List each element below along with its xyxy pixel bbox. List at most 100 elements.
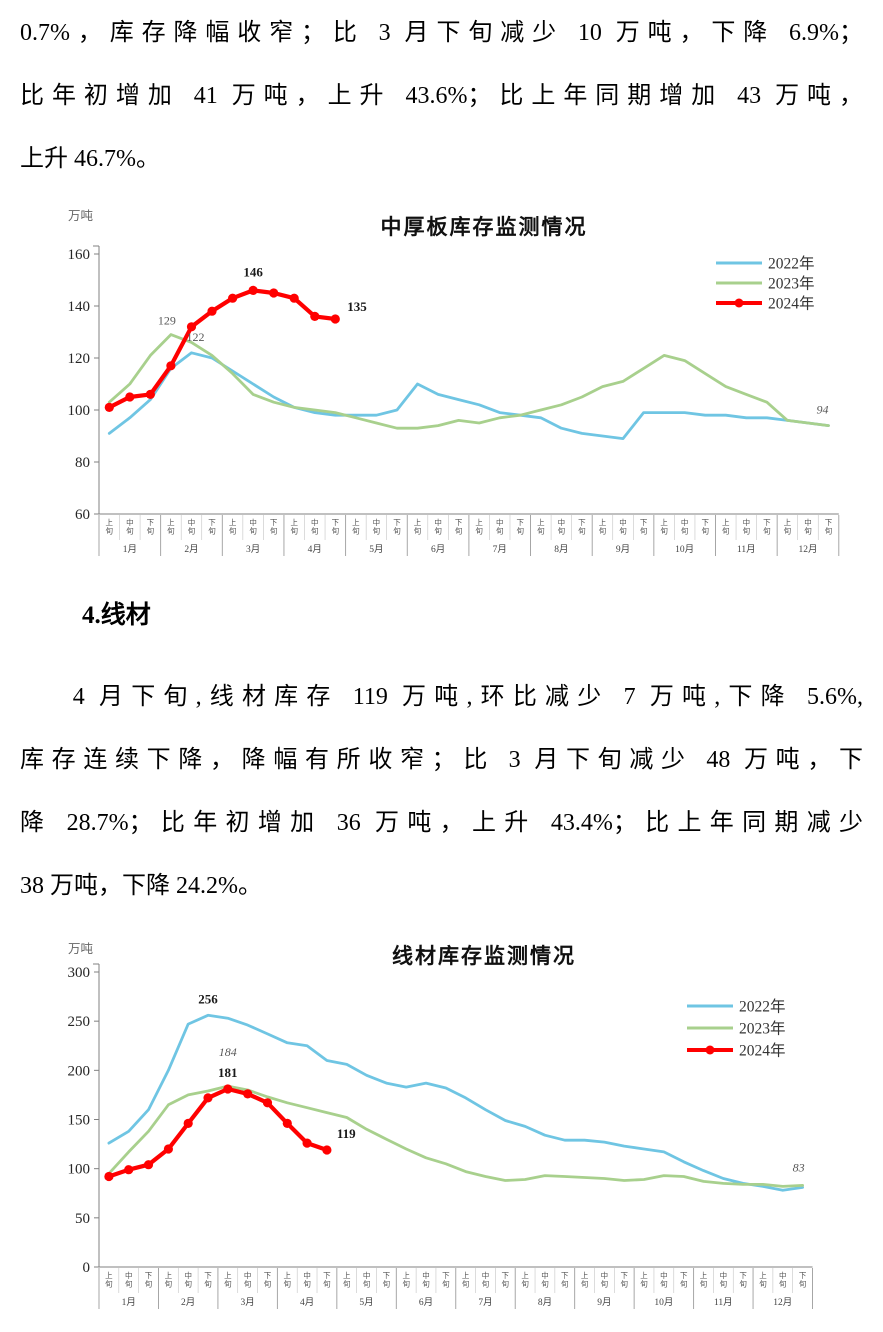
data-point-marker	[145, 389, 155, 399]
x-axis-month-labels: 1月 2月 3月 4月 5月 6月 7月 8月 9月 10月 11月 12月	[123, 544, 818, 555]
x-period-label: 中旬	[422, 1270, 430, 1289]
x-period-label: 上旬	[224, 1271, 232, 1289]
x-month-label: 10月	[654, 1297, 673, 1308]
x-period-label: 上旬	[343, 1271, 351, 1289]
data-label: 181	[218, 1065, 238, 1080]
section-heading: 4.线材	[82, 602, 151, 629]
data-point-marker	[282, 1118, 292, 1128]
data-label: 94	[817, 403, 829, 417]
y-tick-label: 0	[83, 1260, 91, 1276]
y-tick-label: 250	[68, 1014, 91, 1030]
data-label: 119	[337, 1126, 356, 1141]
x-period-label: 中旬	[249, 517, 257, 536]
x-axis-period-labels: 上旬中旬下旬上旬中旬下旬上旬中旬下旬上旬中旬下旬上旬中旬下旬上旬中旬下旬上旬中旬…	[105, 1270, 807, 1289]
y-axis-tick-labels: 60 80 100 120 140 160	[68, 247, 91, 523]
x-period-label: 上旬	[759, 1271, 767, 1289]
data-point-marker	[223, 1084, 233, 1094]
x-period-label: 下旬	[270, 518, 278, 536]
data-label: 83	[793, 1160, 805, 1174]
text-line: 降 28.7%；比年初增加 36 万吨，上升 43.4%；比上年同期减少	[20, 810, 863, 836]
x-period-label: 上旬	[660, 518, 668, 536]
data-point-marker	[302, 1138, 312, 1148]
legend-label: 2024年	[768, 295, 815, 313]
x-period-label: 下旬	[739, 1271, 747, 1289]
y-tick-label: 100	[68, 1162, 91, 1178]
x-period-label: 中旬	[188, 517, 196, 536]
x-period-label: 中旬	[311, 517, 319, 536]
series-2023年	[107, 333, 830, 430]
x-axis-separators	[98, 515, 840, 556]
legend: 2022年 2023年 2024年	[716, 255, 815, 313]
legend-label: 2024年	[739, 1042, 786, 1060]
y-tick-label: 100	[68, 403, 91, 419]
data-label: 146	[243, 264, 263, 279]
y-tick-label: 300	[68, 965, 91, 981]
x-month-label: 2月	[184, 544, 198, 555]
x-period-label: 上旬	[290, 518, 298, 536]
paragraph-wire-rod-summary: 4 月下旬,线材库存 119 万吨,环比减少 7 万吨,下降 5.6%, 库存连…	[20, 666, 863, 918]
x-month-label: 1月	[123, 544, 137, 555]
x-month-label: 7月	[478, 1297, 492, 1308]
legend-marker	[734, 298, 744, 308]
x-month-label: 6月	[431, 544, 445, 555]
x-period-label: 中旬	[743, 517, 751, 536]
x-period-label: 中旬	[541, 1270, 549, 1289]
x-period-label: 下旬	[502, 1271, 510, 1289]
x-month-label: 2月	[181, 1297, 195, 1308]
y-tick-label: 60	[75, 507, 90, 523]
data-point-marker	[330, 314, 340, 324]
x-month-label: 1月	[122, 1297, 136, 1308]
x-period-label: 下旬	[680, 1271, 688, 1289]
line-chart-canvas: 6080100120140160上旬中旬下旬上旬中旬下旬上旬中旬下旬上旬中旬下旬…	[68, 245, 840, 556]
data-point-marker	[125, 392, 135, 402]
data-point-marker	[104, 402, 114, 412]
y-tick-label: 50	[75, 1211, 90, 1227]
x-period-label: 上旬	[784, 518, 792, 536]
legend-label: 2022年	[739, 998, 786, 1016]
x-period-label: 下旬	[825, 518, 833, 536]
chart-wire-rod-inventory: 万吨 线材库存监测情况 0 50 100 150 200 250 300 上旬 中旬 下旬 上旬 中旬…	[56, 920, 883, 1322]
x-period-label: 下旬	[799, 1271, 807, 1289]
data-point-marker	[228, 293, 238, 303]
x-period-label: 中旬	[720, 1270, 728, 1289]
line-chart-canvas: 050100150200250300上旬中旬下旬上旬中旬下旬上旬中旬下旬上旬中旬…	[68, 963, 813, 1309]
x-period-label: 下旬	[455, 518, 463, 536]
text-line: 38 万吨，下降 24.2%。	[20, 873, 262, 899]
x-period-label: 上旬	[414, 518, 422, 536]
x-period-label: 上旬	[229, 518, 237, 536]
data-label: 129	[158, 314, 176, 328]
x-period-label: 下旬	[517, 518, 525, 536]
text-line: 0.7%，库存降幅收窄；比 3 月下旬减少 10 万吨，下降 6.9%；	[20, 20, 863, 46]
x-period-label: 中旬	[363, 1270, 371, 1289]
x-month-label: 12月	[798, 544, 817, 555]
x-period-label: 下旬	[332, 518, 340, 536]
x-period-label: 中旬	[779, 1270, 787, 1289]
chart-title: 线材库存监测情况	[392, 944, 576, 968]
x-month-label: 4月	[300, 1297, 314, 1308]
legend-marker	[705, 1045, 715, 1055]
data-point-marker	[243, 1089, 253, 1099]
x-period-label: 上旬	[105, 1271, 113, 1289]
x-period-label: 中旬	[126, 517, 134, 536]
x-period-label: 上旬	[640, 1271, 648, 1289]
x-month-label: 11月	[714, 1297, 733, 1308]
y-tick-label: 150	[68, 1113, 91, 1129]
data-point-marker	[207, 306, 217, 316]
chart-medium-plate-inventory: 万吨 中厚板库存监测情况 60 80 100 120 140 160 上旬 中旬 下旬 上旬 中旬下…	[56, 197, 883, 575]
x-period-label: 中旬	[184, 1270, 192, 1289]
x-period-label: 上旬	[521, 1271, 529, 1289]
x-period-label: 上旬	[475, 518, 483, 536]
x-period-label: 下旬	[208, 518, 216, 536]
x-month-label: 6月	[419, 1297, 433, 1308]
x-period-label: 上旬	[167, 518, 175, 536]
legend-label: 2023年	[739, 1020, 786, 1038]
y-tick-label: 200	[68, 1063, 91, 1079]
x-period-label: 中旬	[558, 517, 566, 536]
axes	[93, 963, 813, 1268]
data-point-marker	[322, 1145, 332, 1155]
x-month-label: 12月	[773, 1297, 792, 1308]
x-period-label: 上旬	[537, 518, 545, 536]
text-line: 比年初增加 41 万吨，上升 43.6%；比上年同期增加 43 万吨，	[20, 83, 863, 109]
x-period-label: 上旬	[462, 1271, 470, 1289]
